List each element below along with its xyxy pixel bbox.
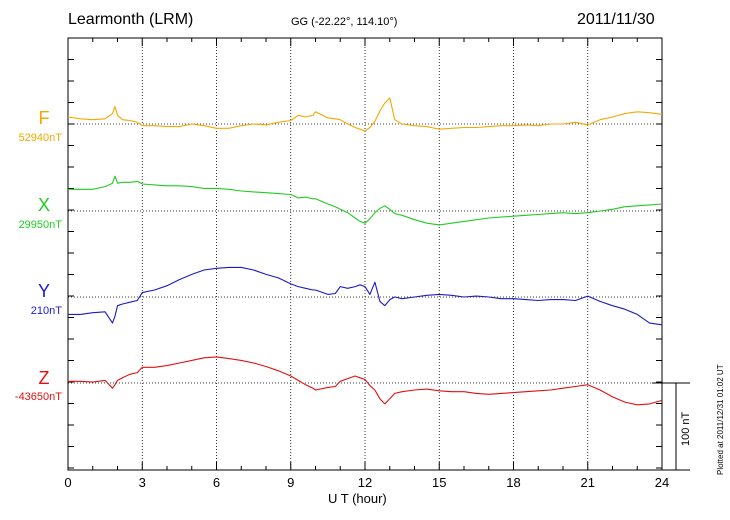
x-tick-labels: 0 3 6 9 12 15 18 21 24 xyxy=(64,475,669,490)
baseline-value-y: 210nT xyxy=(31,305,62,317)
x-axis-label: U T (hour) xyxy=(328,491,387,506)
x-tick-label-12: 12 xyxy=(358,475,372,490)
x-tick-label-18: 18 xyxy=(506,475,520,490)
scale-bar xyxy=(652,382,690,471)
baseline-value-z: -43650nT xyxy=(15,391,62,403)
plotted-timestamp: Plotted at 2011/12/31 01:02 UT xyxy=(716,364,725,475)
station-title: Learmonth (LRM) xyxy=(68,11,194,28)
series-line-z xyxy=(68,356,663,406)
date-label: 2011/11/30 xyxy=(577,11,655,28)
axis-ticks xyxy=(67,38,663,470)
x-tick-label-9: 9 xyxy=(287,475,294,490)
vertical-gridlines xyxy=(141,38,589,470)
baseline-value-f: 52940nT xyxy=(19,132,63,144)
component-letter-z: Z xyxy=(39,368,50,388)
x-tick-label-21: 21 xyxy=(581,475,595,490)
x-tick-label-24: 24 xyxy=(655,475,669,490)
series-line-y xyxy=(68,266,663,326)
x-tick-label-3: 3 xyxy=(139,475,146,490)
x-tick-label-15: 15 xyxy=(432,475,446,490)
series-line-x xyxy=(68,175,663,226)
series-lines xyxy=(67,97,663,406)
component-letter-f: F xyxy=(39,108,50,128)
baseline-value-x: 29950nT xyxy=(19,219,63,231)
component-labels: F 52940nT X 29950nT Y 210nT Z -43650nT xyxy=(15,108,62,403)
component-letter-y: Y xyxy=(38,281,50,301)
baselines xyxy=(68,123,662,384)
x-tick-label-6: 6 xyxy=(213,475,220,490)
scale-bar-label: 100 nT xyxy=(680,411,692,446)
series-line-f xyxy=(67,97,663,132)
station-coordinates: GG (-22.22°, 114.10°) xyxy=(291,16,398,28)
x-tick-label-0: 0 xyxy=(64,475,71,490)
component-letter-x: X xyxy=(38,195,50,215)
